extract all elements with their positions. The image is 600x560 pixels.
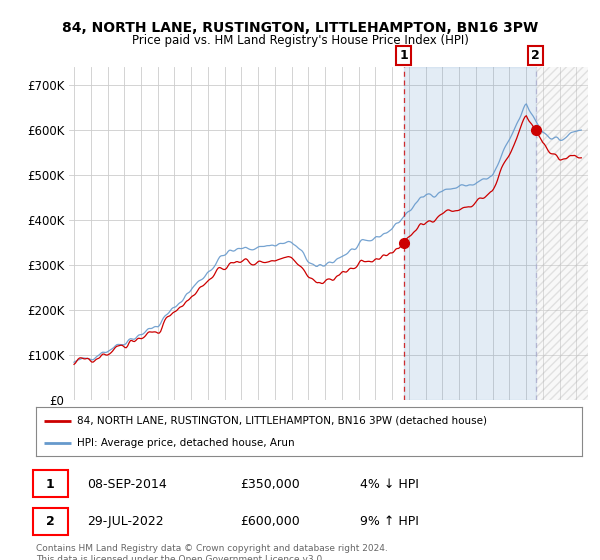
Text: 1: 1 xyxy=(399,49,408,62)
Text: £350,000: £350,000 xyxy=(240,478,300,491)
Text: Price paid vs. HM Land Registry's House Price Index (HPI): Price paid vs. HM Land Registry's House … xyxy=(131,34,469,46)
Text: 4% ↓ HPI: 4% ↓ HPI xyxy=(360,478,419,491)
Text: HPI: Average price, detached house, Arun: HPI: Average price, detached house, Arun xyxy=(77,437,295,447)
Text: 2: 2 xyxy=(46,515,55,529)
Bar xyxy=(536,67,596,400)
Text: 9% ↑ HPI: 9% ↑ HPI xyxy=(360,515,419,529)
Bar xyxy=(536,67,600,400)
Text: 84, NORTH LANE, RUSTINGTON, LITTLEHAMPTON, BN16 3PW: 84, NORTH LANE, RUSTINGTON, LITTLEHAMPTO… xyxy=(62,21,538,35)
Text: 1: 1 xyxy=(46,478,55,491)
Text: 2: 2 xyxy=(531,49,540,62)
Text: £600,000: £600,000 xyxy=(240,515,300,529)
Bar xyxy=(404,67,536,400)
Text: Contains HM Land Registry data © Crown copyright and database right 2024.
This d: Contains HM Land Registry data © Crown c… xyxy=(36,544,388,560)
Text: 29-JUL-2022: 29-JUL-2022 xyxy=(87,515,164,529)
Text: 84, NORTH LANE, RUSTINGTON, LITTLEHAMPTON, BN16 3PW (detached house): 84, NORTH LANE, RUSTINGTON, LITTLEHAMPTO… xyxy=(77,416,487,426)
Text: 08-SEP-2014: 08-SEP-2014 xyxy=(87,478,167,491)
